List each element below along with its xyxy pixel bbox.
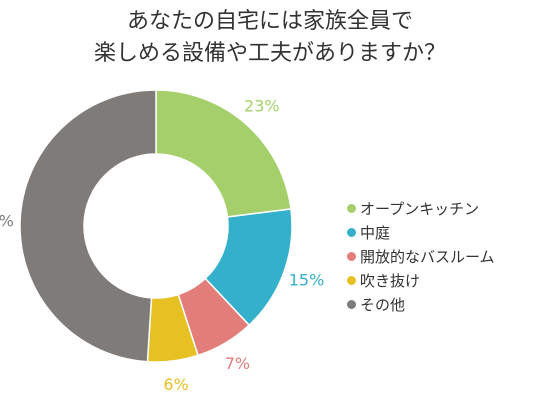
chart-title: あなたの自宅には家族全員で 楽しめる設備や工夫がありますか？ [0,6,540,70]
value-label-open-kitchen: 23% [244,96,280,115]
legend-label: 吹き抜け [360,271,421,290]
value-label-courtyard: 15% [289,271,325,290]
legend-item-open-kitchen: オープンキッチン [347,196,495,220]
legend-swatch [347,227,356,237]
legend-swatch [347,299,356,309]
value-label-atrium: 6% [163,375,188,394]
legend-label: 中庭 [360,223,391,242]
legend-label: オープンキッチン [360,199,480,218]
donut-slices [19,89,293,363]
chart-title-line-1: あなたの自宅には家族全員で [126,9,413,34]
legend-label: 開放的なバスルーム [360,247,495,266]
legend-item-other: その他 [347,292,495,316]
slice-other [19,89,157,363]
legend-swatch [347,203,356,213]
chart-title-line-2: 楽しめる設備や工夫がありますか？ [93,41,446,66]
legend-item-courtyard: 中庭 [347,220,495,244]
legend-label: その他 [360,295,406,314]
slice-open-kitchen [155,89,292,218]
legend-item-atrium: 吹き抜け [347,268,495,292]
value-label-other: 49% [0,211,14,230]
legend-item-open-bathroom: 開放的なバスルーム [347,244,495,268]
value-labels: 23% 15% 7% 6% 49% [0,96,324,394]
legend-swatch [347,251,356,261]
chart-legend: オープンキッチン 中庭 開放的なバスルーム 吹き抜け その他 [347,196,495,316]
value-label-open-bathroom: 7% [225,354,250,373]
legend-swatch [347,275,356,285]
